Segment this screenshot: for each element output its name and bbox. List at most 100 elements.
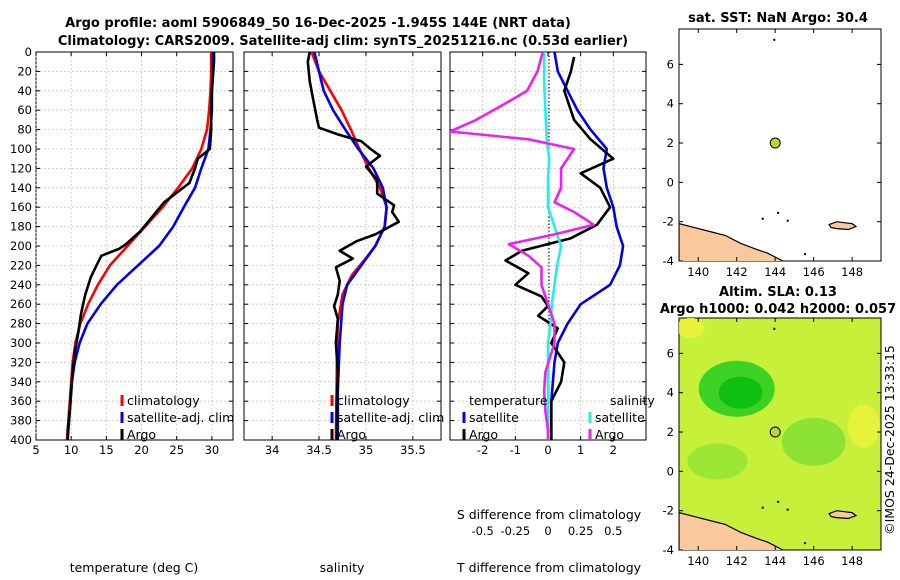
t-difference-xlabel: T difference from climatology [456,560,642,575]
x2-tick-label: 0.25 [568,524,594,538]
x-tick-label: 140 [687,265,709,279]
legend-satellite-label: satellite-adj. clim [337,410,444,425]
x-tick-label: 20 [134,443,149,457]
y-tick-label: 20 [17,64,32,78]
land-mass [679,222,785,261]
small-island [773,327,776,330]
small-island [804,542,807,545]
y-tick-label: 6 [667,57,674,71]
x-tick-label: 142 [726,554,748,568]
series-line-salinity-satellite [542,52,563,440]
y-tick-label: 320 [10,355,32,369]
x-tick-label: 142 [726,265,748,279]
small-island [786,508,789,511]
figure-title-line1: Argo profile: aoml 5906849_50 16-Dec-202… [65,16,571,31]
y-tick-label: 300 [10,336,32,350]
y-tick-label: 180 [10,220,32,234]
salinity-panel: 34 34.5 35 35.5 salinity climatology satelli… [243,51,444,575]
y-tick-label: 4 [667,386,674,400]
y-tick-label: 240 [10,278,32,292]
small-island [777,500,780,503]
sla-map-title-line1: Altim. SLA: 0.13 [719,285,837,300]
y-tick-label: 200 [10,239,32,253]
x-tick-label: 25 [169,443,184,457]
legend-title-salinity: salinity [610,393,655,408]
y-tick-label: 40 [17,84,32,98]
x-tick-label: 148 [841,554,863,568]
argo-float-marker [769,426,781,438]
sla-anomaly-east [781,417,846,466]
legend-s-argo-label: Argo [595,427,624,442]
temperature-xlabel: temperature (deg C) [70,560,199,575]
x2-tick-label: 0 [544,524,551,538]
y-tick-label: 4 [667,97,674,111]
x2-tick-label: -0.5 [471,524,493,538]
series-line-temperature-argo [504,56,615,440]
x2-tick-label: 0.5 [604,524,622,538]
imos-credit: ©IMOS 24-Dec-2025 13:33:15 [882,345,897,535]
sst-map-title: sat. SST: NaN Argo: 30.4 [688,11,868,26]
x-tick-label: 2 [610,443,617,457]
x-tick-label: 15 [99,443,114,457]
x-tick-label: 5 [32,443,39,457]
x-tick-label: 35.5 [400,443,426,457]
y-tick-label: -2 [663,504,674,518]
difference-panel: -2 -1 0 1 2 -0.5 -0.25 0 0.25 0.5 T difference fr… [449,51,655,575]
salinity-xlabel: salinity [320,560,365,575]
x-tick-label: 34.5 [306,443,332,457]
sla-map-panel: 140 142 144 146 148 -4 -2 0 2 4 6 [663,317,882,568]
y-tick-label: -4 [663,254,674,268]
y-tick-label: 220 [10,258,32,272]
x-tick-label: 140 [687,554,709,568]
x-tick-label: 146 [803,265,825,279]
sst-map-panel: 140 142 144 146 148 -4 -2 0 2 4 6 [663,28,882,279]
series-line-salinity-argo [450,52,596,440]
small-island [786,219,789,222]
y-tick-label: 6 [667,346,674,360]
y-tick-label: 0 [667,464,674,478]
x-tick-label: -2 [477,443,488,457]
legend-argo-label: Argo [337,427,366,442]
y-tick-label: 0 [25,45,32,59]
y-tick-label: 400 [10,433,32,447]
y-tick-label: 160 [10,200,32,214]
y-tick-label: 340 [10,375,32,389]
y-tick-label: 120 [10,161,32,175]
sla-low-anomaly-northwest [679,318,705,338]
small-island [761,506,764,509]
small-island [804,253,807,256]
legend-title-temperature: temperature [469,393,548,408]
legend-t-argo-label: Argo [469,427,498,442]
x-tick-label: -1 [510,443,521,457]
x-tick-label: 35 [359,443,374,457]
x-tick-label: 30 [205,443,220,457]
s-difference-xlabel: S difference from climatology [457,507,642,522]
x2-tick-label: -0.25 [500,524,530,538]
legend-climatology-label: climatology [127,393,200,408]
y-tick-label: 360 [10,394,32,408]
temperature-panel: 0 20 40 60 80 100 120 140 160 180 200 220 240 260 280 3… [10,45,234,575]
series-line-temperature-satellite [549,52,625,440]
y-tick-label: 260 [10,297,32,311]
legend-t-satellite-label: satellite [469,410,519,425]
y-tick-label: 380 [10,414,32,428]
x-tick-label: 146 [803,554,825,568]
land-mass [679,511,785,550]
small-island [773,38,776,41]
temperature-axes-box [35,51,234,441]
legend-climatology-label: climatology [337,393,410,408]
argo-float-marker [769,137,781,149]
y-tick-label: -4 [663,543,674,557]
sla-peak-anomaly [718,376,763,409]
x-tick-label: 34 [265,443,280,457]
x-tick-label: 144 [764,265,786,279]
y-tick-label: 140 [10,181,32,195]
y-tick-label: 80 [17,123,32,137]
series-line-argo [66,52,216,440]
y-tick-label: 280 [10,317,32,331]
legend-satellite-label: satellite-adj. clim [127,410,234,425]
legend-argo-label: Argo [127,427,156,442]
x-tick-label: 10 [64,443,79,457]
x-tick-label: 1 [577,443,584,457]
